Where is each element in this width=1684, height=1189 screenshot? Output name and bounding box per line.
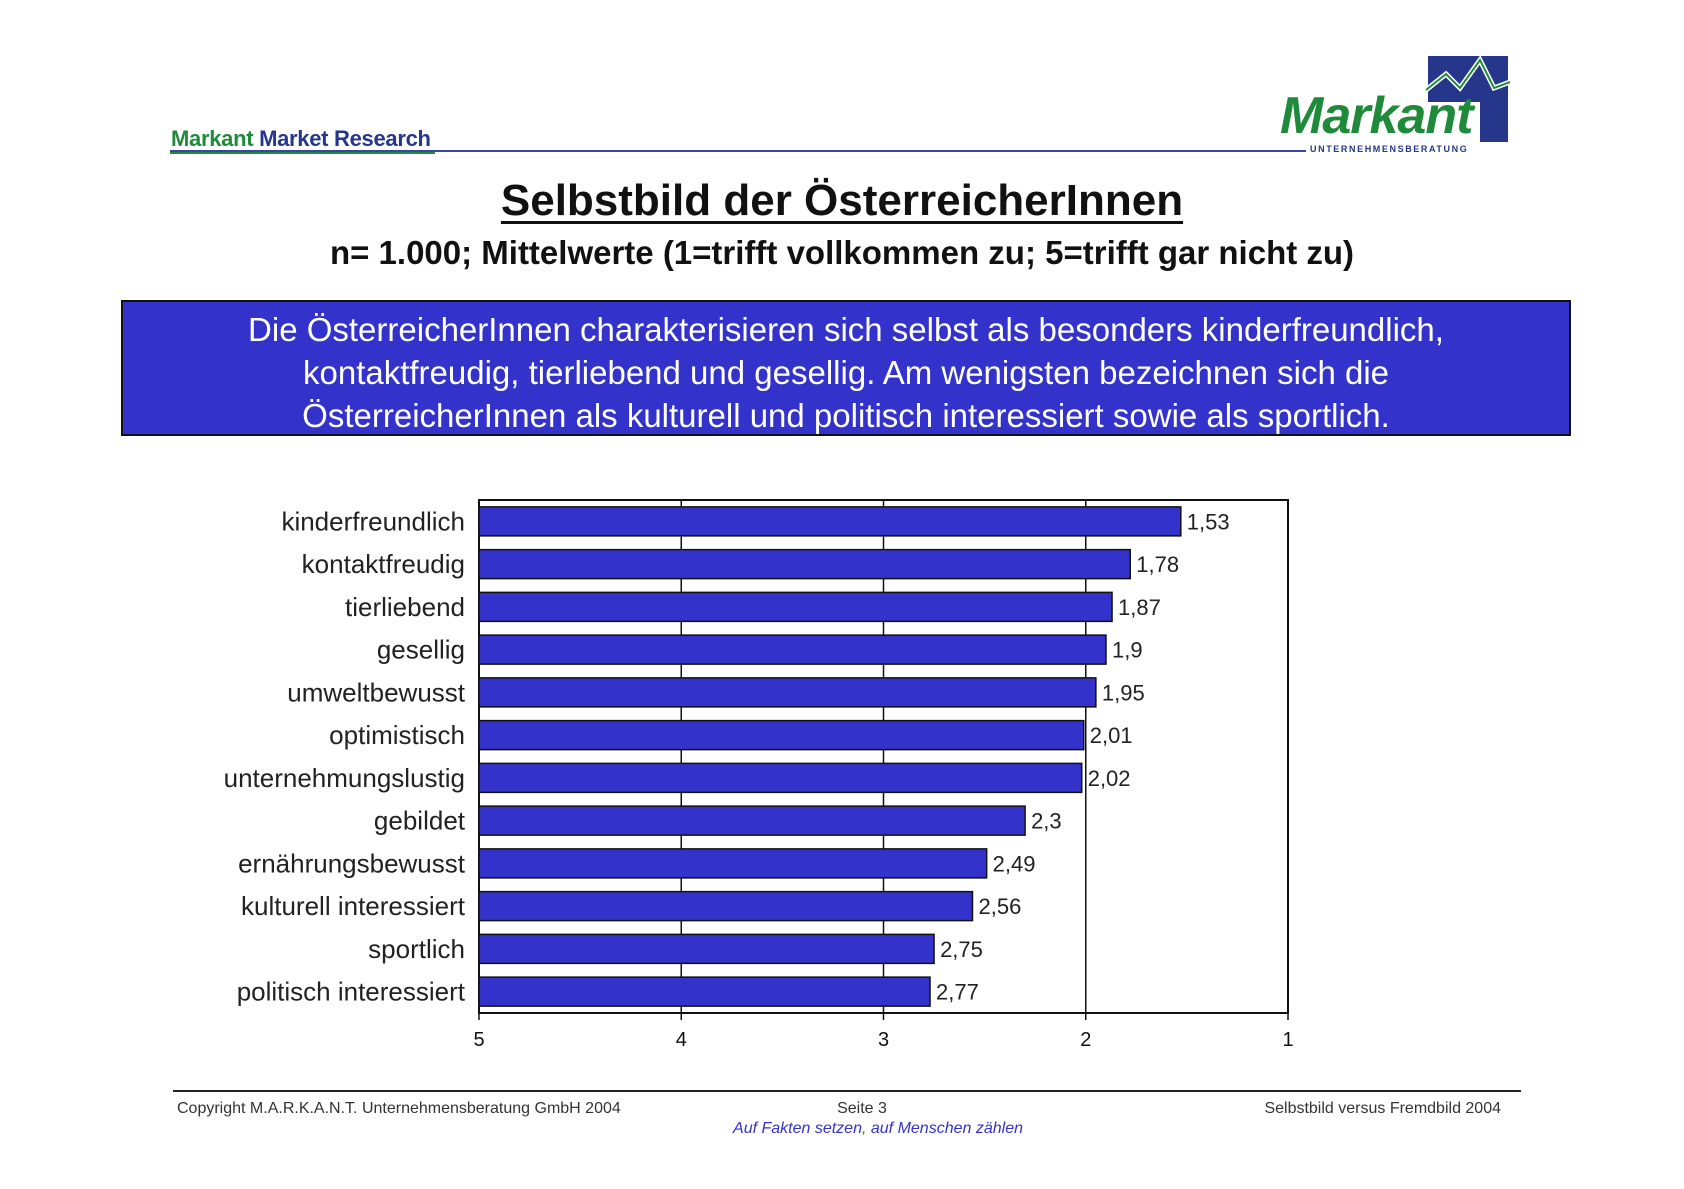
bar-3	[478, 591, 1113, 623]
bar-5	[478, 677, 1097, 708]
category-label: politisch interessiert	[237, 977, 466, 1007]
header-divider-accent	[170, 152, 435, 154]
footer-divider	[173, 1090, 1521, 1092]
footer-slogan: Auf Fakten setzen, auf Menschen zählen	[700, 1120, 1056, 1138]
bar-8	[478, 805, 1026, 836]
footer-slogan-part-2: auf Menschen zählen	[866, 1120, 1023, 1137]
x-tick-label: 5	[473, 1029, 484, 1051]
summary-line-3: ÖsterreicherInnen als kulturell und poli…	[302, 397, 1390, 434]
category-label: sportlich	[368, 934, 465, 964]
logo-wordmark: Markant	[1280, 87, 1473, 145]
footer-copyright: Copyright M.A.R.K.A.N.T. Unternehmensber…	[177, 1100, 621, 1117]
bar-7	[478, 762, 1083, 794]
footer-slogan-part-1: Auf Fakten setzen	[733, 1120, 862, 1137]
logo-graphic-icon	[1424, 55, 1510, 142]
brand-name-blue: Market Research	[259, 126, 431, 151]
value-label: 2,02	[1088, 766, 1131, 791]
value-label: 1,53	[1187, 509, 1230, 534]
bar-2	[478, 548, 1131, 580]
x-tick-label: 3	[878, 1029, 889, 1051]
category-label: gesellig	[377, 635, 465, 665]
category-label: optimistisch	[329, 720, 465, 750]
bar-4	[478, 634, 1107, 665]
footer-document-title: Selbstbild versus Fremdbild 2004	[1264, 1100, 1501, 1117]
value-label: 2,49	[993, 851, 1036, 876]
summary-line-1: Die ÖsterreicherInnen charakterisieren s…	[248, 311, 1444, 348]
bar-1	[478, 506, 1182, 537]
logo-tagline: UNTERNEHMENSBERATUNG	[1310, 144, 1469, 154]
category-label: umweltbewusst	[287, 677, 466, 707]
value-label: 1,95	[1102, 680, 1145, 705]
value-label: 1,78	[1136, 552, 1179, 577]
summary-box: Die ÖsterreicherInnen charakterisieren s…	[121, 300, 1571, 436]
category-label: kulturell interessiert	[241, 891, 466, 921]
category-label: gebildet	[374, 806, 466, 836]
footer-page-number: Seite 3	[837, 1100, 887, 1117]
bar-9	[478, 848, 988, 879]
bar-10	[478, 890, 974, 922]
value-label: 1,9	[1112, 638, 1143, 663]
category-label: tierliebend	[345, 592, 465, 622]
bar-12	[478, 976, 931, 1007]
bar-6	[478, 719, 1085, 751]
footer-slogan-separator: ,	[861, 1120, 867, 1137]
value-label: 2,75	[940, 937, 983, 962]
header-divider	[170, 150, 1306, 152]
value-label: 2,56	[978, 894, 1021, 919]
brand-name: Markant Market Research	[171, 126, 431, 152]
category-label: kontaktfreudig	[302, 549, 465, 579]
value-label: 2,77	[936, 980, 979, 1005]
x-tick-label: 2	[1080, 1029, 1091, 1051]
page-title: Selbstbild der ÖsterreicherInnen	[500, 176, 1184, 225]
page-subtitle: n= 1.000; Mittelwerte (1=trifft vollkomm…	[329, 234, 1355, 271]
value-label: 1,87	[1118, 595, 1161, 620]
x-tick-label: 1	[1282, 1029, 1293, 1051]
brand-name-green: Markant	[171, 126, 254, 151]
value-label: 2,01	[1090, 723, 1133, 748]
value-label: 2,3	[1031, 809, 1062, 834]
x-tick-label: 4	[676, 1029, 687, 1051]
category-label: kinderfreundlich	[281, 506, 465, 536]
bar-11	[478, 933, 935, 965]
company-logo: Markant UNTERNEHMENSBERATUNG	[1280, 52, 1510, 154]
summary-line-2: kontaktfreudig, tierliebend und gesellig…	[302, 354, 1390, 391]
category-label: unternehmungslustig	[224, 763, 465, 793]
category-label: ernährungsbewusst	[238, 848, 466, 878]
